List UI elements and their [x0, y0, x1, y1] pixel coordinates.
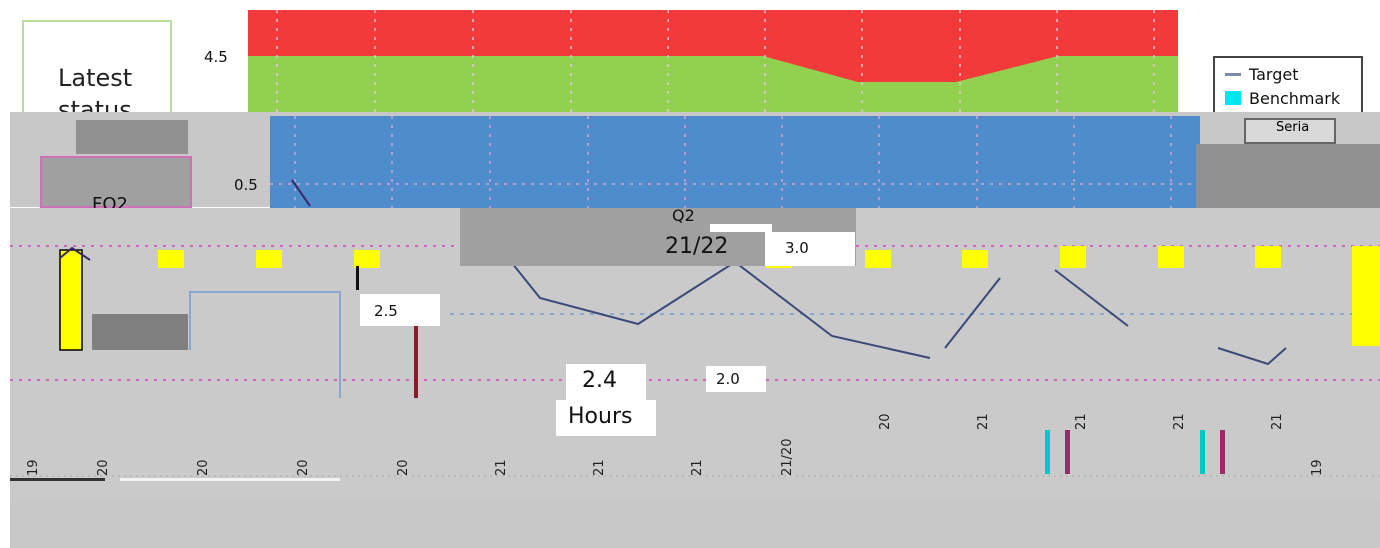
green-band: [248, 56, 1178, 120]
x-tick: 20: [296, 459, 311, 476]
x-tick: 21: [494, 459, 509, 476]
artifact-strip: [1045, 430, 1050, 474]
yellow-bar: [1060, 246, 1086, 268]
y-axis-box: 3.0: [765, 232, 855, 266]
artifact-strip: [1220, 430, 1225, 474]
status-band-chart: [248, 10, 1178, 120]
axis-mark: [356, 266, 359, 290]
x-tick: 20: [878, 413, 893, 430]
gray-bar: [92, 314, 188, 350]
y-tick-2-5: 2.5: [374, 302, 398, 320]
legend-item-target: Target: [1225, 64, 1299, 84]
fq2-block: FQ2: [40, 156, 192, 215]
target-line: [499, 247, 931, 359]
yellow-bar: [1255, 246, 1281, 268]
highlight-date: 21/22: [665, 234, 729, 259]
x-tick: 19: [26, 459, 41, 476]
y-tick-0-5: 0.5: [234, 176, 258, 194]
axis-base: [120, 478, 340, 481]
yellow-bar: [865, 250, 891, 268]
highlight-box: 2.4: [566, 364, 646, 400]
yellow-bar: [59, 249, 83, 351]
x-tick: 21: [976, 413, 991, 430]
gray-block-right: [1196, 144, 1380, 208]
peak-marker: [59, 246, 91, 261]
benchmark-outline: [189, 291, 341, 398]
x-tick: 21/20: [780, 438, 795, 476]
white-bar: [710, 224, 772, 232]
legend-label-target: Target: [1249, 64, 1299, 84]
target-line: [1217, 347, 1287, 366]
x-tick: 20: [96, 459, 111, 476]
yellow-bar: [256, 250, 282, 268]
x-tick: 20: [196, 459, 211, 476]
q2-fragment: Q2: [672, 206, 695, 225]
y-tick-4-5: 4.5: [204, 48, 228, 66]
x-axis-title-box: Hours: [556, 400, 656, 436]
yellow-bar: [1158, 246, 1184, 268]
highlight-value: 2.4: [582, 368, 617, 393]
bottom-artifact-strip: [10, 498, 1380, 548]
legend-item-benchmark: Benchmark: [1225, 88, 1340, 108]
artifact-strip: [1065, 430, 1070, 474]
x-tick: 21: [1270, 413, 1285, 430]
target-line: [1054, 269, 1129, 327]
gray-block: [76, 120, 188, 154]
axis-base: [10, 478, 105, 481]
benchmark-swatch: [1225, 91, 1241, 105]
target-line: [944, 277, 1001, 349]
x-tick: 21: [592, 459, 607, 476]
y-tick-box-2-5: 2.5: [360, 294, 440, 326]
blue-band-grid: [270, 116, 1200, 208]
axis-mark: [414, 312, 418, 398]
artifact-strip: [1200, 430, 1205, 474]
target-swatch: [1225, 72, 1241, 76]
series-fragment: Seria: [1244, 118, 1336, 144]
x-tick: 20: [396, 459, 411, 476]
yellow-bar: [962, 250, 988, 268]
yellow-bar: [158, 250, 184, 268]
y-tick-box-2-0: 2.0: [706, 366, 766, 392]
yellow-bar: [1352, 246, 1380, 346]
x-tick: 21: [690, 459, 705, 476]
x-tick: 21: [1172, 413, 1187, 430]
y-tick-2-0: 2.0: [716, 370, 740, 388]
latest-status-card: Latest status: [22, 20, 172, 120]
y-tick-3-0: 3.0: [785, 239, 809, 257]
x-tick: 19: [1310, 459, 1325, 476]
legend-label-benchmark: Benchmark: [1249, 88, 1341, 108]
x-tick: 21: [1074, 413, 1089, 430]
yellow-bar: [354, 250, 380, 268]
x-axis-title: Hours: [568, 404, 633, 429]
blue-band: [270, 116, 1200, 208]
